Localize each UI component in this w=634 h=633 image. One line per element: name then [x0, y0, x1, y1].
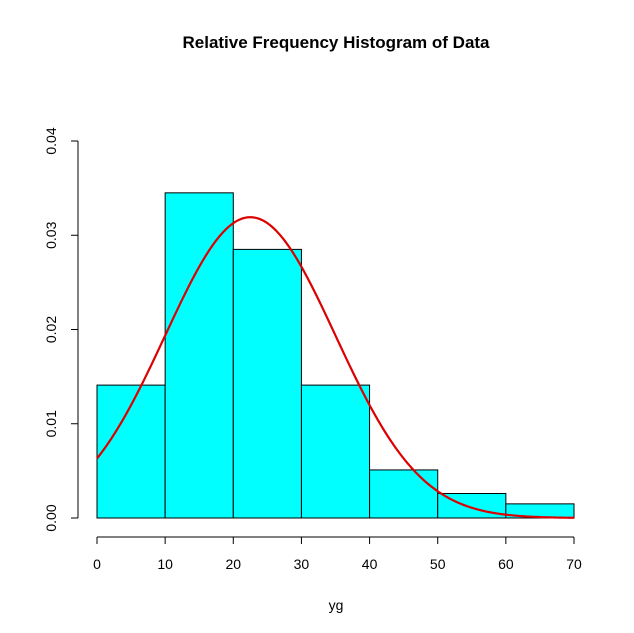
x-tick-label-1: 10: [157, 556, 173, 572]
x-tick-label-0: 0: [93, 556, 101, 572]
y-tick-label-1: 0.01: [43, 410, 59, 437]
histogram-bar-1: [164, 192, 234, 519]
x-axis-label: yg: [329, 597, 344, 613]
density-curve: [96, 216, 575, 519]
y-tick-label-0: 0.00: [43, 504, 59, 531]
x-tick-label-4: 40: [362, 556, 378, 572]
x-tick-label-6: 60: [498, 556, 514, 572]
x-tick-label-3: 30: [294, 556, 310, 572]
histogram-bar-2: [232, 248, 302, 519]
y-tick-label-3: 0.03: [43, 221, 59, 248]
chart-title: Relative Frequency Histogram of Data: [182, 33, 490, 52]
histogram-bar-3: [300, 384, 371, 519]
histogram-bar-4: [369, 469, 439, 519]
x-tick-label-5: 50: [430, 556, 446, 572]
x-axis: 0 10 20 30 40 50 60 70: [93, 536, 582, 572]
bars-group: [96, 192, 575, 519]
y-axis: 0.00 0.01 0.02 0.03 0.04: [43, 127, 79, 532]
y-tick-label-2: 0.02: [43, 316, 59, 343]
y-tick-label-4: 0.04: [43, 127, 59, 154]
x-tick-label-2: 20: [225, 556, 241, 572]
x-tick-label-7: 70: [566, 556, 582, 572]
